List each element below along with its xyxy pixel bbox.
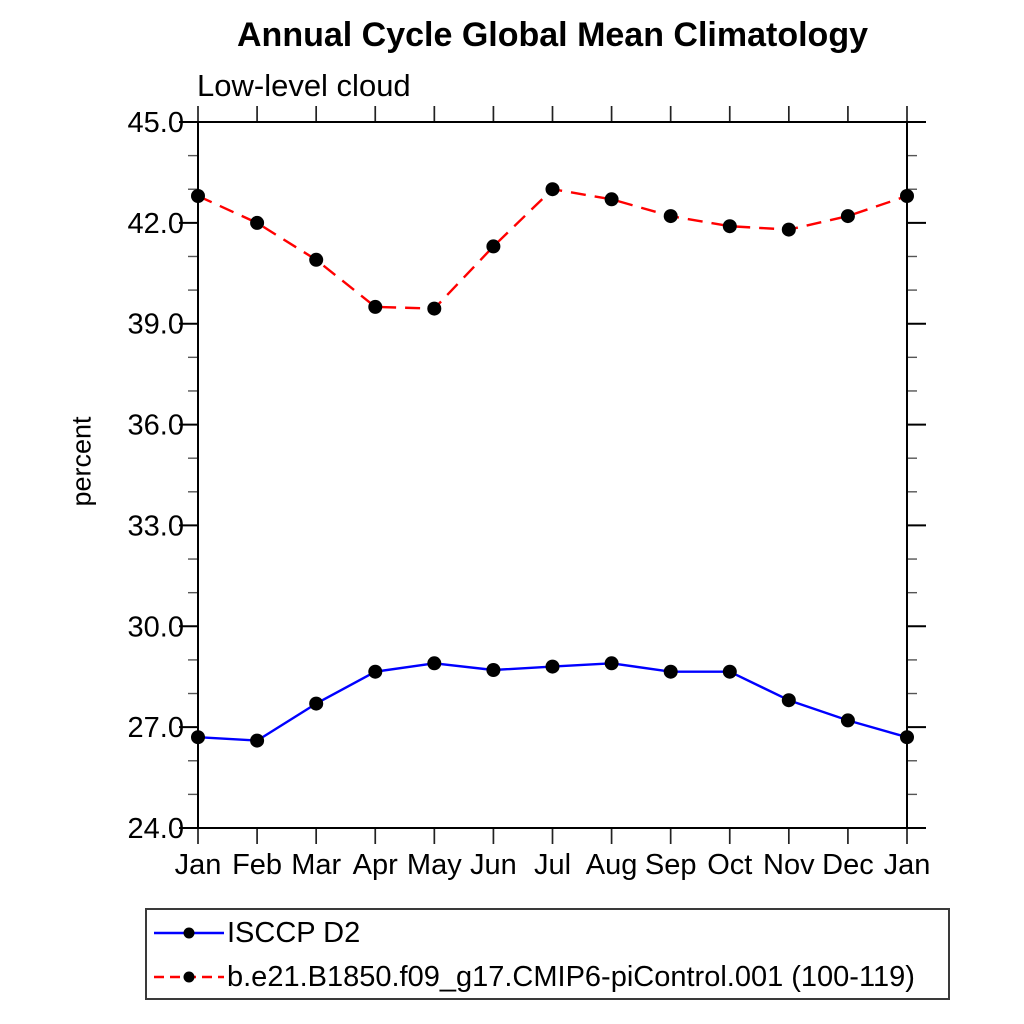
x-axis-tick-label: Jan — [884, 849, 931, 881]
data-point-marker — [427, 301, 442, 316]
data-point-marker — [781, 222, 796, 237]
chart-subtitle: Low-level cloud — [197, 68, 411, 103]
data-point-marker — [545, 182, 560, 197]
data-point-marker — [604, 192, 619, 207]
x-axis-tick-label: Jan — [175, 849, 222, 881]
y-axis-tick-label: 42.0 — [128, 208, 184, 240]
data-point-marker — [604, 656, 619, 671]
data-point-marker — [309, 252, 324, 267]
y-axis-tick-label: 27.0 — [128, 712, 184, 744]
x-axis-tick-label: Mar — [291, 849, 341, 881]
data-point-marker — [545, 659, 560, 674]
x-axis-tick-label: Dec — [822, 849, 874, 881]
y-axis-tick-label: 39.0 — [128, 309, 184, 341]
x-axis-tick-label: Nov — [763, 849, 815, 881]
data-point-marker — [900, 730, 914, 745]
data-point-marker — [368, 664, 383, 679]
data-point-marker — [191, 730, 205, 745]
series-line-isccp — [197, 662, 908, 742]
x-axis-tick-label: Jul — [534, 849, 571, 881]
data-point-marker — [191, 189, 205, 203]
data-point-marker — [250, 215, 265, 230]
data-point-marker — [722, 219, 737, 234]
y-axis-tick-label: 30.0 — [128, 611, 184, 643]
data-point-marker — [309, 696, 324, 711]
data-point-marker — [840, 209, 855, 224]
y-axis-tick-label: 33.0 — [128, 510, 184, 542]
legend-item-model: b.e21.B1850.f09_g17.CMIP6-piControl.001 … — [152, 955, 948, 999]
x-axis-tick-label: Aug — [586, 849, 638, 881]
data-point-marker — [486, 663, 501, 677]
data-point-marker — [781, 693, 796, 708]
x-axis-tick-label: Apr — [353, 849, 398, 881]
legend-label-model: b.e21.B1850.f09_g17.CMIP6-piControl.001 … — [227, 960, 915, 993]
data-point-marker — [368, 299, 383, 314]
data-point-marker — [900, 189, 914, 203]
x-axis-tick-label: May — [407, 849, 462, 881]
legend-line-sample-model — [154, 971, 224, 983]
data-point-marker — [663, 664, 678, 679]
y-axis-tick-label: 36.0 — [128, 410, 184, 442]
x-axis-tick-label: Jun — [470, 849, 517, 881]
chart-title: Annual Cycle Global Mean Climatology — [237, 16, 868, 54]
legend-line-sample-isccp — [154, 927, 224, 939]
data-point-marker — [663, 209, 678, 224]
x-axis-tick-label: Feb — [232, 849, 282, 881]
legend-label-isccp: ISCCP D2 — [227, 916, 361, 949]
legend: ISCCP D2 b.e21.B1850.f09_g17.CMIP6-piCon… — [145, 908, 950, 1000]
plot-box — [197, 121, 908, 829]
x-axis-tick-label: Oct — [707, 849, 752, 881]
data-point-marker — [486, 239, 501, 254]
x-axis-tick-label: Sep — [645, 849, 697, 881]
legend-sample-marker-icon — [183, 927, 195, 939]
data-point-marker — [722, 664, 737, 679]
data-point-marker — [250, 733, 265, 748]
series-line-model — [197, 187, 908, 310]
y-axis-tick-label: 45.0 — [128, 107, 184, 139]
y-axis-tick-label: 24.0 — [128, 813, 184, 845]
data-point-marker — [427, 656, 442, 671]
data-point-marker — [840, 713, 855, 728]
legend-sample-marker-icon — [183, 971, 195, 983]
legend-item-isccp: ISCCP D2 — [152, 911, 948, 955]
